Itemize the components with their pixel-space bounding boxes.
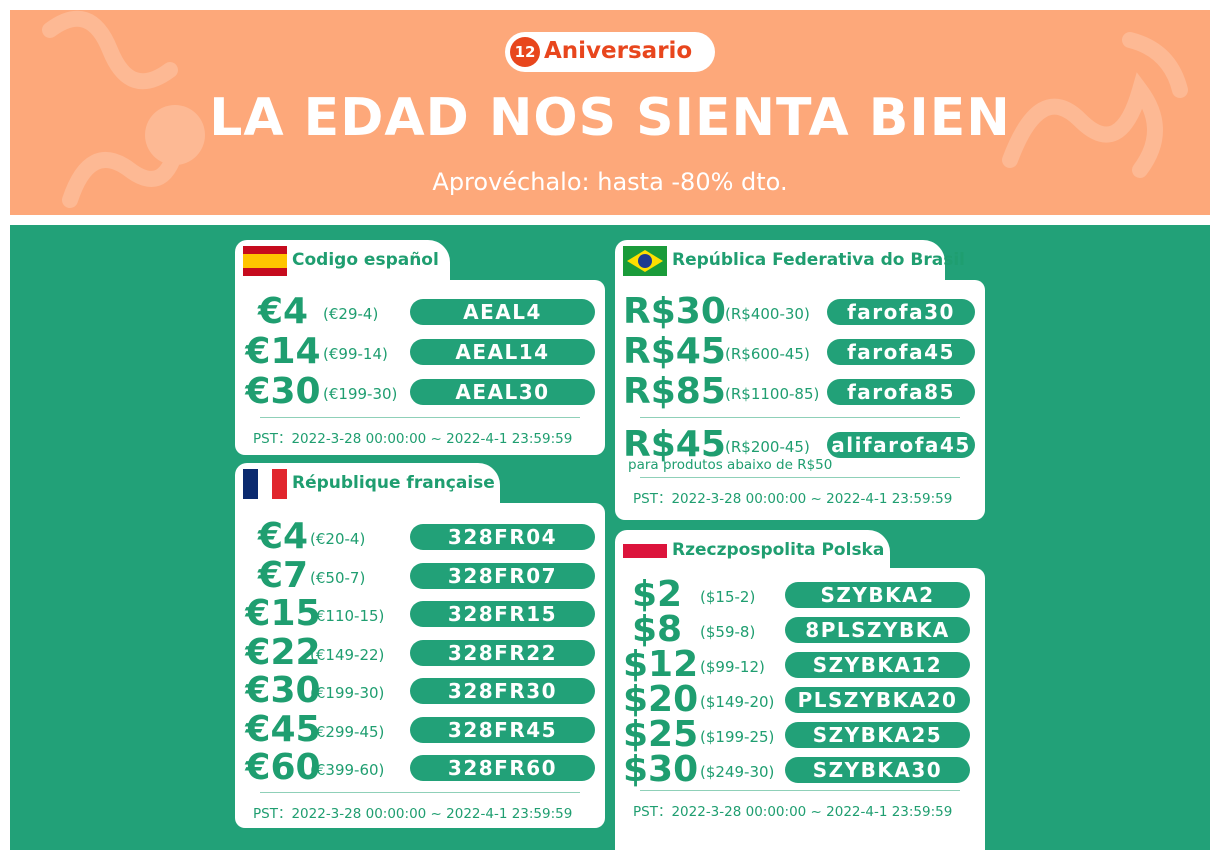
coupon-code: SZYBKA12 <box>785 652 970 678</box>
coupon-code: AEAL14 <box>410 339 595 365</box>
coupon-code: SZYBKA30 <box>785 757 970 783</box>
coupon-code: AEAL4 <box>410 299 595 325</box>
coupon-code: 328FR04 <box>410 524 595 550</box>
condition: ($99-12) <box>700 658 765 676</box>
condition: (€29-4) <box>323 305 379 323</box>
amount: $30 <box>623 749 699 790</box>
coupon-code: AEAL30 <box>410 379 595 405</box>
card-name: Codigo español <box>292 250 439 270</box>
amount: R$45 <box>623 331 726 372</box>
period: PST：2022-3-28 00:00:00 ~ 2022-4-1 23:59:… <box>253 805 573 822</box>
separator <box>260 791 580 793</box>
condition: ($59-8) <box>700 623 756 641</box>
coupon-code: 328FR45 <box>410 716 595 743</box>
amount: €4 <box>257 291 309 332</box>
separator <box>640 477 960 478</box>
coupon-code: alifarofa45 <box>827 432 975 458</box>
coupon-code: farofa30 <box>827 299 975 325</box>
flag <box>623 246 667 276</box>
coupon-code: 8PLSZYBKA <box>785 617 970 643</box>
amount: €45 <box>245 708 321 750</box>
coupon-code: 328FR07 <box>410 562 595 589</box>
coupon-code: 328FR22 <box>410 639 595 666</box>
amount: R$30 <box>623 291 726 332</box>
amount: €4 <box>257 516 309 557</box>
coupon-code: farofa85 <box>827 379 975 405</box>
amount: €30 <box>245 670 321 711</box>
condition: (€199-30) <box>310 684 385 702</box>
title: LA EDAD NOS SIENTA BIEN <box>209 88 1011 148</box>
period: PST：2022-3-28 00:00:00 ~ 2022-4-1 23:59:… <box>633 804 953 820</box>
amount: R$85 <box>623 371 726 412</box>
badge-number: 12 <box>510 37 540 67</box>
period: PST：2022-3-28 00:00:00 ~ 2022-4-1 23:59:… <box>633 491 953 507</box>
badge-text: Aniversario <box>544 38 693 64</box>
note: para produtos abaixo de R$50 <box>628 457 833 473</box>
amount: R$45 <box>623 424 726 465</box>
coupon-code: SZYBKA25 <box>785 722 970 748</box>
condition: (R$200-45) <box>725 438 810 456</box>
separator <box>260 417 580 418</box>
condition: ($249-30) <box>700 763 775 781</box>
condition: ($199-25) <box>700 728 775 746</box>
card-name: République française <box>292 473 495 493</box>
banner: 12 Aniversario LA EDAD NOS SIENTA BIEN A… <box>10 10 1210 215</box>
amount: $8 <box>631 609 683 650</box>
condition: (€199-30) <box>323 385 398 403</box>
flag <box>243 246 287 276</box>
coupon-code: 328FR15 <box>410 601 595 627</box>
condition: (€299-45) <box>310 722 385 741</box>
coupon-area <box>10 225 1210 850</box>
condition: (€399-60) <box>310 761 385 779</box>
decor <box>42 10 1188 208</box>
amount: €7 <box>257 554 309 596</box>
amount: $20 <box>623 679 699 720</box>
coupon-code: PLSZYBKA20 <box>785 687 970 713</box>
flag <box>243 469 287 499</box>
amount: €60 <box>245 747 321 788</box>
badge <box>505 32 715 72</box>
amount: €22 <box>245 631 321 673</box>
coupon-code: farofa45 <box>827 339 975 365</box>
amount: €30 <box>245 371 321 412</box>
condition: ($15-2) <box>700 588 756 606</box>
flag <box>623 536 667 558</box>
condition: (€50-7) <box>310 568 366 587</box>
separator <box>640 790 960 791</box>
coupon-code: 328FR60 <box>410 755 595 781</box>
amount: €15 <box>245 593 321 634</box>
condition: (€110-15) <box>310 607 385 625</box>
condition: (R$400-30) <box>725 305 810 323</box>
period: PST：2022-3-28 00:00:00 ~ 2022-4-1 23:59:… <box>253 431 573 447</box>
amount: $2 <box>631 574 683 615</box>
condition: ($149-20) <box>700 693 775 711</box>
card-name: República Federativa do Brasil <box>672 250 965 270</box>
amount: $12 <box>623 644 699 685</box>
amount: €14 <box>245 331 321 372</box>
condition: (R$600-45) <box>725 345 810 363</box>
separator <box>640 417 960 418</box>
condition: (€149-22) <box>310 645 385 664</box>
amount: $25 <box>623 714 699 755</box>
card-name: Rzeczpospolita Polska <box>672 540 885 560</box>
coupon-code: SZYBKA2 <box>785 582 970 608</box>
condition: (R$1100-85) <box>725 385 820 403</box>
card-tab <box>615 240 945 282</box>
condition: (€20-4) <box>310 530 366 548</box>
condition: (€99-14) <box>323 345 388 363</box>
subtitle: Aprovéchalo: hasta -80% dto. <box>432 168 788 196</box>
coupon-code: 328FR30 <box>410 678 595 704</box>
